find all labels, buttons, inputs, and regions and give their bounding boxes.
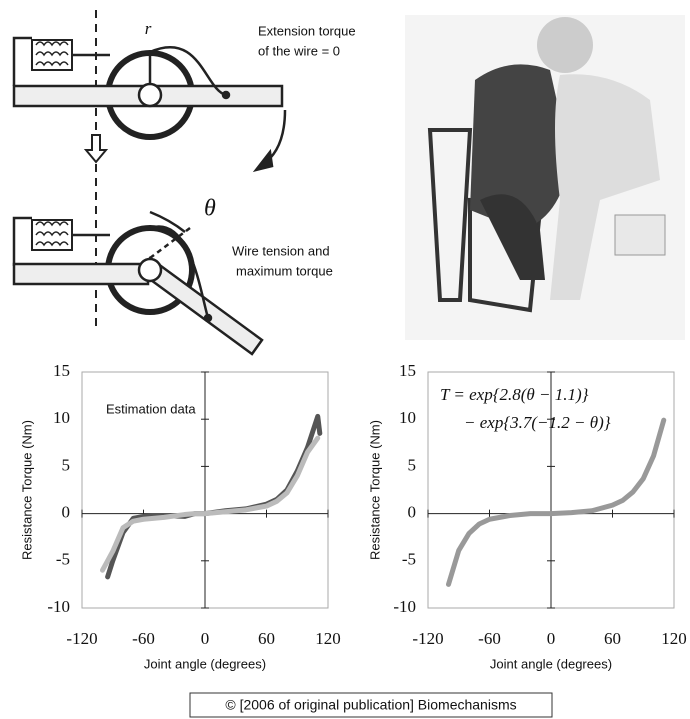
y-tick-label: -5 (402, 550, 416, 569)
x-tick-label: -60 (132, 629, 155, 648)
annotation: − exp{3.7(−1.2 − θ)} (464, 413, 611, 432)
x-tick-label: 60 (258, 629, 275, 648)
angle-label: θ (204, 196, 216, 222)
x-tick-label: -60 (478, 629, 501, 648)
data-line (449, 420, 664, 584)
annotation: T = exp{2.8(θ − 1.1)} (440, 385, 589, 404)
x-axis-label: Joint angle (degrees) (490, 656, 612, 671)
figure: r Extension torque of the wire = 0 θ Wir… (0, 0, 690, 719)
mechanism-diagram (14, 10, 285, 354)
y-tick-label: 5 (408, 455, 417, 474)
y-tick-label: 10 (399, 408, 416, 427)
radius-label: r (145, 19, 152, 38)
y-tick-label: -5 (56, 550, 70, 569)
x-tick-label: -120 (66, 629, 97, 648)
x-tick-label: 120 (661, 629, 687, 648)
diagram-note: of the wire = 0 (258, 43, 340, 58)
y-tick-label: 0 (408, 503, 417, 522)
photo (405, 15, 685, 340)
page: r Extension torque of the wire = 0 θ Wir… (0, 0, 690, 719)
x-tick-label: 60 (604, 629, 621, 648)
data-line (103, 438, 318, 570)
x-tick-label: 0 (201, 629, 210, 648)
caption: © [2006 of original publication] Biomech… (225, 697, 516, 713)
y-tick-label: -10 (47, 597, 70, 616)
diagram-note: Wire tension and (232, 243, 330, 258)
y-axis-label: Resistance Torque (Nm) (19, 420, 34, 560)
diagram-note: Extension torque (258, 23, 356, 38)
y-tick-label: 15 (53, 361, 70, 380)
y-tick-label: 0 (62, 503, 71, 522)
y-tick-label: 5 (62, 455, 71, 474)
x-tick-label: 120 (315, 629, 341, 648)
x-tick-label: 0 (547, 629, 556, 648)
y-tick-label: 10 (53, 408, 70, 427)
diagram-note: maximum torque (236, 263, 333, 278)
x-tick-label: -120 (412, 629, 443, 648)
annotation: Estimation data (106, 401, 196, 416)
y-tick-label: -10 (393, 597, 416, 616)
x-axis-label: Joint angle (degrees) (144, 656, 266, 671)
y-axis-label: Resistance Torque (Nm) (367, 420, 382, 560)
y-tick-label: 15 (399, 361, 416, 380)
data-line (108, 416, 320, 576)
